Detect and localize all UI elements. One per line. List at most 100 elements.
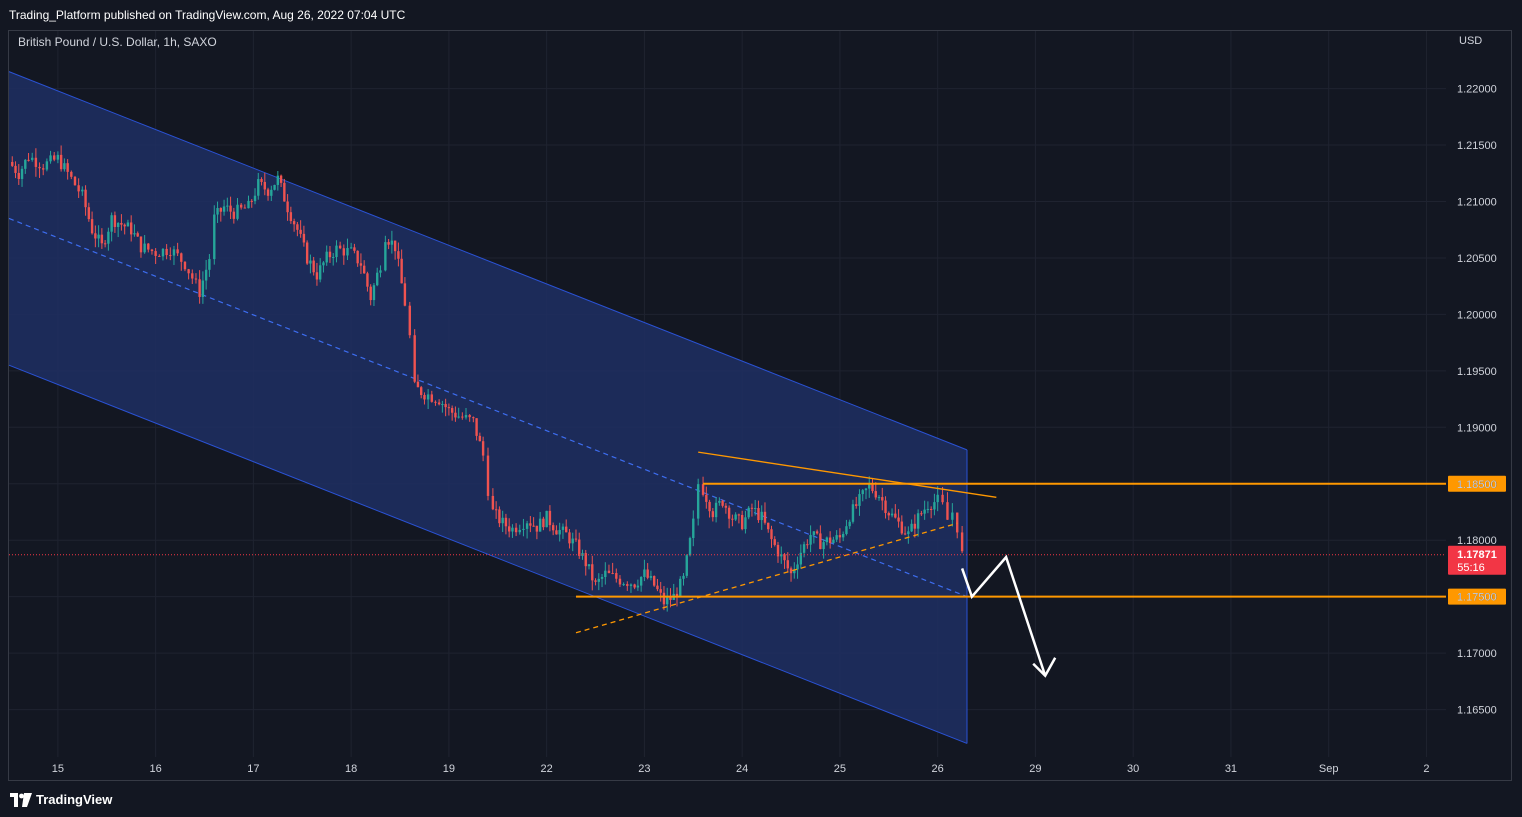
candle-body	[253, 195, 257, 202]
candle-body	[597, 578, 600, 582]
candle-body	[17, 172, 20, 179]
candle-body	[757, 508, 760, 521]
y-tick-label: 1.16500	[1457, 705, 1497, 717]
x-tick-label: 16	[150, 763, 162, 775]
candle-body	[884, 500, 887, 514]
candle-body	[535, 525, 539, 532]
candle-body	[158, 255, 161, 257]
candle-body	[468, 415, 471, 418]
candle-body	[828, 537, 832, 544]
candle-body	[437, 402, 441, 405]
candle-body	[796, 564, 799, 570]
candle-body	[38, 166, 41, 169]
candle-body	[400, 258, 403, 284]
candle-body	[809, 534, 812, 545]
candle-body	[802, 544, 806, 553]
candle-body	[636, 585, 640, 588]
x-tick-label: 18	[345, 763, 357, 775]
candle-body	[793, 569, 796, 574]
candle-body	[273, 184, 276, 190]
candle-body	[183, 261, 187, 270]
candle-body	[236, 204, 239, 219]
candle-body	[239, 204, 243, 208]
candle-body	[198, 279, 201, 297]
candle-body	[165, 248, 168, 256]
candle-body	[565, 526, 568, 533]
x-tick-label: 26	[932, 763, 944, 775]
candle-body	[454, 412, 457, 418]
candle-body	[799, 552, 803, 565]
price-level-label-bg	[1448, 588, 1506, 605]
candle-body	[507, 526, 511, 532]
candle-body	[611, 572, 614, 574]
candle-body	[84, 189, 87, 208]
candle-body	[806, 544, 809, 546]
candle-body	[481, 441, 485, 456]
candle-body	[81, 189, 84, 192]
candle-body	[441, 404, 444, 406]
candle-body	[423, 395, 426, 400]
price-level-label: 1.18500	[1457, 479, 1497, 491]
y-tick-label: 1.22000	[1457, 84, 1497, 96]
candle-body	[478, 435, 482, 442]
candle-body	[881, 497, 884, 501]
candle-body	[956, 512, 959, 533]
candle-body	[335, 245, 338, 258]
channel-mid-line	[8, 217, 968, 598]
candle-body	[222, 206, 226, 212]
candle-body	[770, 529, 773, 540]
symbol-title: British Pound / U.S. Dollar, 1h, SAXO	[18, 35, 217, 49]
candle-body	[328, 251, 332, 258]
candle-body	[561, 526, 565, 530]
candle-body	[376, 272, 379, 286]
candle-body	[874, 491, 877, 498]
candle-body	[868, 483, 871, 489]
candle-body	[136, 233, 139, 237]
candle-body	[861, 490, 864, 495]
candle-body	[332, 257, 335, 259]
candle-body	[213, 214, 216, 260]
candle-body	[718, 500, 721, 503]
candle-body	[243, 207, 247, 209]
candle-body	[646, 569, 649, 578]
candle-body	[356, 250, 359, 264]
candle-body	[299, 229, 302, 234]
candle-body	[123, 224, 126, 227]
candle-body	[250, 200, 253, 202]
tradingview-logo[interactable]: TradingView	[10, 792, 112, 807]
candle-body	[933, 502, 936, 510]
candle-body	[568, 532, 571, 544]
candle-body	[296, 224, 299, 230]
projection-arrowhead	[1032, 657, 1057, 678]
candle-body	[615, 573, 618, 579]
candle-body	[31, 157, 34, 160]
candle-body	[87, 207, 91, 220]
candle-body	[416, 381, 420, 388]
candle-body	[472, 417, 475, 419]
y-tick-label: 1.21500	[1457, 140, 1497, 152]
tradingview-logo-icon	[10, 792, 32, 807]
candle-body	[180, 253, 183, 262]
candle-body	[208, 259, 211, 270]
footer-bar	[0, 782, 1522, 817]
candle-body	[270, 189, 273, 196]
current-price-value: 1.17871	[1457, 549, 1497, 561]
candle-body	[338, 245, 342, 249]
candle-body	[353, 247, 356, 251]
candle-body	[27, 159, 30, 161]
candle-body	[652, 576, 656, 586]
candle-body	[744, 517, 747, 530]
candle-body	[486, 455, 490, 496]
candle-body	[257, 179, 260, 196]
candle-body	[113, 215, 117, 227]
candle-body	[913, 523, 917, 529]
candle-body	[923, 509, 926, 514]
candle-body	[393, 240, 397, 252]
x-tick-label: 24	[736, 763, 748, 775]
candle-body	[372, 285, 376, 301]
x-tick-label: 29	[1029, 763, 1041, 775]
candle-body	[675, 593, 679, 597]
candle-body	[133, 233, 136, 235]
y-tick-label: 1.17000	[1457, 648, 1497, 660]
